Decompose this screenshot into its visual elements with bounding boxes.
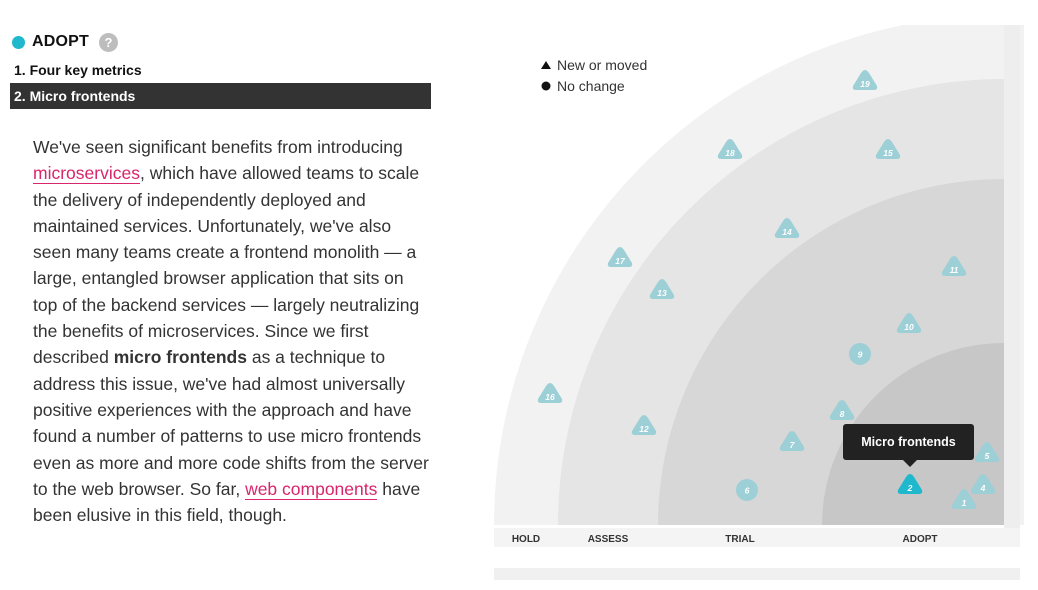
blip-number: 2	[907, 483, 913, 493]
web-components-link[interactable]: web components	[245, 478, 378, 500]
blip-5[interactable]: 5	[974, 442, 1000, 462]
blip-triangle-icon[interactable]	[537, 383, 563, 403]
blip-15[interactable]: 15	[875, 139, 901, 159]
ring-label-band	[494, 528, 1020, 547]
blip-4[interactable]: 4	[970, 474, 996, 494]
blip-16[interactable]: 16	[537, 383, 563, 403]
blip-circle-icon[interactable]	[736, 479, 758, 501]
blip-14[interactable]: 14	[774, 218, 800, 238]
blip-list-item-four-key-metrics[interactable]: 1. Four key metrics	[14, 62, 142, 78]
blip-triangle-icon[interactable]	[897, 474, 923, 494]
radar-quadrant: HOLD ASSESS TRIAL ADOPT New or moved No …	[494, 25, 1024, 580]
triangle-icon	[541, 61, 551, 69]
blip-triangle-icon[interactable]	[631, 415, 657, 435]
description-text: have been elusive in this field, though.	[33, 478, 421, 526]
blip-12[interactable]: 12	[631, 415, 657, 435]
ring-label-bar: HOLD ASSESS TRIAL ADOPT	[494, 528, 1020, 580]
blip-18[interactable]: 18	[717, 139, 743, 159]
blip-number: 9	[858, 350, 863, 360]
blip-number: 13	[657, 288, 667, 298]
legend-label-nochange: No change	[557, 78, 625, 94]
radar-edge	[1004, 25, 1020, 547]
description-text: We've seen significant benefits from int…	[33, 137, 403, 157]
blip-7[interactable]: 7	[779, 431, 805, 451]
legend: New or moved No change	[541, 57, 647, 94]
blip-triangle-icon[interactable]	[852, 70, 878, 90]
blip-10[interactable]: 10	[896, 313, 922, 333]
blip-11[interactable]: 11	[941, 256, 967, 276]
tooltip-pointer	[903, 460, 917, 467]
blip-list-item-micro-frontends[interactable]: 2. Micro frontends	[10, 83, 431, 109]
blip-triangle-icon[interactable]	[779, 431, 805, 451]
bottom-bar	[494, 568, 1020, 580]
circle-icon	[541, 81, 551, 91]
ring-label-hold: HOLD	[512, 534, 540, 545]
blip-number: 10	[904, 322, 914, 332]
blip-number: 6	[745, 486, 750, 496]
legend-label-new: New or moved	[557, 57, 647, 73]
blip-triangle-icon[interactable]	[774, 218, 800, 238]
blip-19[interactable]: 19	[852, 70, 878, 90]
ring-title: ADOPT	[32, 33, 89, 50]
blip-triangle-icon[interactable]	[829, 400, 855, 420]
blip-description: We've seen significant benefits from int…	[33, 134, 431, 528]
description-bold: micro frontends	[113, 347, 247, 368]
blip-triangle-icon[interactable]	[607, 247, 633, 267]
blip-number: 8	[840, 409, 845, 419]
blip-triangle-icon[interactable]	[974, 442, 1000, 462]
ring-dot-icon	[12, 35, 25, 49]
microservices-link[interactable]: microservices	[33, 163, 140, 185]
ring-arcs	[494, 25, 1024, 547]
blip-9[interactable]: 9	[849, 343, 871, 365]
blip-triangle-icon[interactable]	[875, 139, 901, 159]
blip-13[interactable]: 13	[649, 279, 675, 299]
blip-number: 17	[615, 256, 626, 266]
blip-number: 12	[639, 424, 649, 434]
blip-8[interactable]: 8	[829, 400, 855, 420]
help-icon[interactable]: ?	[99, 32, 118, 52]
ring-label-trial: TRIAL	[725, 534, 754, 545]
tooltip: Micro frontends	[843, 424, 974, 467]
blip-number: 16	[545, 392, 555, 402]
blip-circle-icon[interactable]	[849, 343, 871, 365]
tooltip-text: Micro frontends	[861, 435, 955, 449]
blip-2[interactable]: 2	[897, 474, 923, 494]
blip-triangle-icon[interactable]	[941, 256, 967, 276]
blip-triangle-icon[interactable]	[649, 279, 675, 299]
blip-number: 18	[725, 148, 735, 158]
description-text: as a technique to address this issue, we…	[33, 347, 429, 499]
ring-label-assess: ASSESS	[588, 534, 629, 545]
blip-number: 1	[962, 498, 967, 508]
ring-label-adopt: ADOPT	[903, 534, 938, 545]
description-text: , which have allowed teams to scale the …	[33, 163, 420, 368]
blip-6[interactable]: 6	[736, 479, 758, 501]
blip-number: 15	[883, 148, 893, 158]
tooltip-box	[843, 424, 974, 460]
blip-number: 4	[980, 483, 986, 493]
blip-number: 19	[860, 79, 870, 89]
blip-number: 11	[950, 265, 959, 275]
blip-triangle-icon[interactable]	[717, 139, 743, 159]
blip-number: 7	[790, 440, 796, 450]
ring-header: ADOPT ?	[12, 30, 118, 54]
blip-17[interactable]: 17	[607, 247, 633, 267]
blip-number: 5	[985, 451, 990, 461]
blip-1[interactable]: 1	[951, 489, 977, 509]
blip-triangle-icon[interactable]	[951, 489, 977, 509]
blip-triangle-icon[interactable]	[896, 313, 922, 333]
blip-triangle-icon[interactable]	[970, 474, 996, 494]
blip-number: 14	[782, 227, 792, 237]
left-panel: ADOPT ? 1. Four key metrics 2. Micro fro…	[0, 0, 440, 590]
